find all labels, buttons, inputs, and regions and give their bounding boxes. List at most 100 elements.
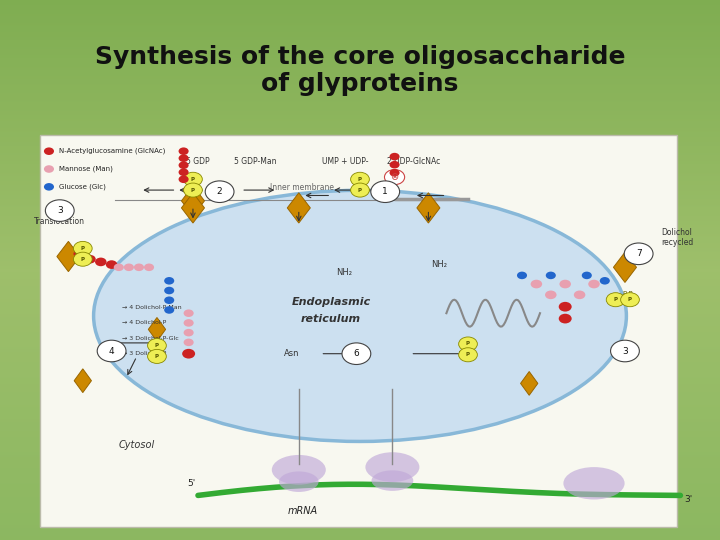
Polygon shape [57,241,80,272]
Circle shape [459,348,477,362]
Text: Asn: Asn [284,349,300,358]
Text: P: P [466,341,470,347]
Ellipse shape [563,467,625,500]
Circle shape [164,306,174,314]
Text: Mannose (Man): Mannose (Man) [59,166,113,172]
Circle shape [182,349,195,359]
Circle shape [621,293,639,307]
Circle shape [73,252,92,266]
Text: 7: 7 [636,249,642,258]
Polygon shape [181,193,204,223]
Circle shape [582,272,592,279]
Circle shape [44,147,54,155]
Text: ⊗: ⊗ [390,172,399,182]
Circle shape [106,260,117,269]
Circle shape [545,291,557,299]
Text: → 3 Dolichol·P-Glc: → 3 Dolichol·P-Glc [122,335,179,341]
Circle shape [611,340,639,362]
Text: 4: 4 [109,347,114,355]
Text: of glyproteins: of glyproteins [261,72,459,96]
Text: P: P [358,187,362,193]
Circle shape [179,176,189,183]
Circle shape [184,329,194,336]
Circle shape [134,264,144,271]
Ellipse shape [94,191,626,442]
Text: 3': 3' [684,495,692,504]
Text: 2: 2 [217,187,222,196]
Text: 5': 5' [188,479,196,488]
Text: Synthesis of the core oligosaccharide: Synthesis of the core oligosaccharide [95,45,625,69]
Circle shape [184,183,202,197]
Polygon shape [417,193,440,223]
Circle shape [97,340,126,362]
Polygon shape [521,372,538,395]
Circle shape [390,169,400,177]
Circle shape [606,293,625,307]
Polygon shape [148,318,166,341]
Circle shape [179,154,189,162]
Text: NH₂: NH₂ [431,260,447,269]
Text: P: P [358,177,362,182]
Circle shape [95,258,107,266]
Text: Endoplasmic: Endoplasmic [292,298,371,307]
Text: P: P [155,343,159,348]
Ellipse shape [272,455,325,485]
FancyBboxPatch shape [40,135,677,526]
Circle shape [184,172,202,186]
Text: P: P [155,354,159,359]
Circle shape [342,343,371,364]
Circle shape [559,314,572,323]
Text: 5 GDP: 5 GDP [186,158,210,166]
Polygon shape [613,252,636,282]
Text: 1: 1 [382,187,388,196]
Circle shape [84,255,96,264]
Circle shape [45,200,74,221]
Text: Translocation: Translocation [35,217,85,226]
Text: P: P [81,256,85,262]
Circle shape [390,161,400,168]
Circle shape [124,264,134,271]
Text: Inner membrane: Inner membrane [271,183,334,192]
Text: → 3 Dolichol·P: → 3 Dolichol·P [122,350,166,356]
Text: 3: 3 [622,347,628,355]
Text: P: P [613,297,618,302]
Text: P: P [628,297,632,302]
Ellipse shape [366,453,419,482]
Circle shape [184,309,194,317]
Text: 6: 6 [354,349,359,358]
Text: 3: 3 [57,206,63,215]
Circle shape [517,272,527,279]
Text: Glucose (Glc): Glucose (Glc) [59,184,106,190]
Circle shape [390,153,400,160]
Circle shape [351,183,369,197]
Circle shape [459,337,477,351]
Circle shape [205,181,234,202]
Circle shape [600,277,610,285]
Circle shape [164,296,174,304]
Text: N-Acetylglucosamine (GlcNAc): N-Acetylglucosamine (GlcNAc) [59,148,166,154]
Ellipse shape [279,471,319,492]
Circle shape [574,291,585,299]
Circle shape [531,280,542,288]
Circle shape [559,280,571,288]
Text: 5 GDP-Man: 5 GDP-Man [234,158,277,166]
Text: NH₂: NH₂ [336,268,352,277]
Circle shape [148,349,166,363]
Text: UMP + UDP-: UMP + UDP- [323,158,369,166]
Circle shape [546,272,556,279]
Circle shape [73,249,85,258]
Circle shape [179,147,189,155]
Circle shape [179,161,189,169]
Text: → 4 Dolichol·P: → 4 Dolichol·P [122,320,166,326]
Circle shape [384,170,405,185]
Text: P: P [191,177,195,182]
Text: P: P [466,352,470,357]
Text: P: P [191,187,195,193]
Polygon shape [181,186,204,216]
Polygon shape [74,369,91,393]
Text: Dolichol
recycled: Dolichol recycled [661,228,693,247]
Text: → 4 Dolichol·P-Man: → 4 Dolichol·P-Man [122,305,182,310]
Circle shape [559,302,572,312]
Circle shape [148,339,166,353]
Circle shape [114,264,124,271]
